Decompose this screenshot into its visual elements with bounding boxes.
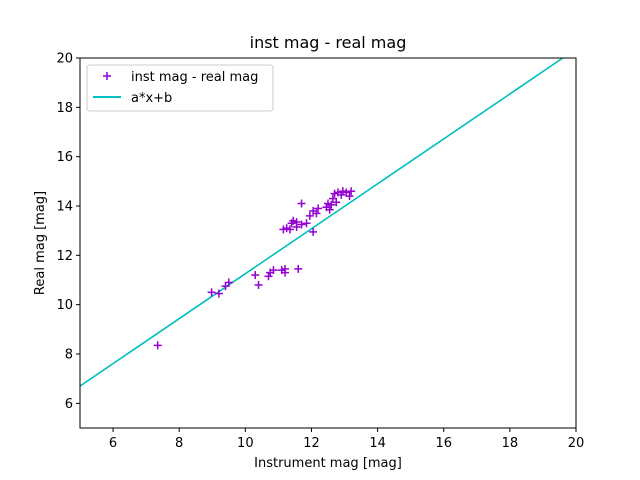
- scatter-point: [254, 280, 263, 289]
- scatter-point: [207, 288, 216, 297]
- y-tick-label: 6: [65, 397, 73, 412]
- scatter-point: [297, 220, 306, 229]
- y-axis-label: Real mag [mag]: [33, 191, 48, 295]
- scatter-point: [214, 289, 223, 298]
- scatter-point: [332, 198, 341, 207]
- x-tick-label: 10: [237, 436, 254, 451]
- scatter-point: [325, 205, 334, 214]
- scatter-point: [264, 272, 273, 281]
- y-tick-label: 12: [56, 249, 73, 264]
- legend: inst mag - real mag a*x+b: [86, 64, 274, 112]
- scatter-point: [251, 271, 260, 280]
- scatter-point: [327, 200, 336, 209]
- x-axis: 6 8 10 12 14 16 18 20: [109, 428, 584, 451]
- y-tick-label: 20: [56, 52, 73, 67]
- scatter-point: [302, 219, 311, 228]
- x-tick-label: 6: [109, 436, 117, 451]
- legend-box: [86, 64, 274, 112]
- y-tick-label: 14: [56, 200, 73, 215]
- legend-entry-fit: a*x+b: [131, 91, 172, 106]
- scatter-point: [314, 204, 323, 213]
- scatter-point: [269, 266, 278, 275]
- scatter-point: [224, 278, 233, 287]
- y-tick-label: 10: [56, 298, 73, 313]
- scatter-point: [309, 227, 318, 236]
- scatter-point: [297, 199, 306, 208]
- y-tick-label: 8: [65, 348, 73, 363]
- x-tick-label: 12: [303, 436, 320, 451]
- x-axis-label: Instrument mag [mag]: [254, 456, 402, 471]
- x-tick-label: 18: [502, 436, 519, 451]
- x-tick-label: 16: [435, 436, 452, 451]
- scatter-point: [285, 225, 294, 234]
- x-tick-label: 20: [568, 436, 585, 451]
- y-tick-label: 16: [56, 150, 73, 165]
- scatter-point: [347, 187, 356, 196]
- plot-data-layer: [80, 58, 564, 387]
- chart-title: inst mag - real mag: [250, 33, 407, 52]
- legend-entry-scatter: inst mag - real mag: [131, 70, 258, 85]
- scatter-point: [281, 264, 290, 273]
- scatter-point: [337, 190, 346, 199]
- scatter-point: [312, 209, 321, 218]
- legend-plus-marker: [103, 72, 111, 80]
- fit-line: [80, 58, 564, 387]
- scatter-point: [345, 192, 354, 201]
- scatter-point: [305, 211, 314, 220]
- scatter-point: [292, 222, 301, 231]
- y-tick-label: 18: [56, 101, 73, 116]
- x-tick-label: 8: [175, 436, 183, 451]
- plot-frame: [79, 57, 577, 429]
- scatter-point: [153, 341, 162, 350]
- y-axis: 6 8 10 12 14 16 18 20: [56, 52, 80, 412]
- x-tick-label: 14: [369, 436, 386, 451]
- scatter-point: [294, 264, 303, 273]
